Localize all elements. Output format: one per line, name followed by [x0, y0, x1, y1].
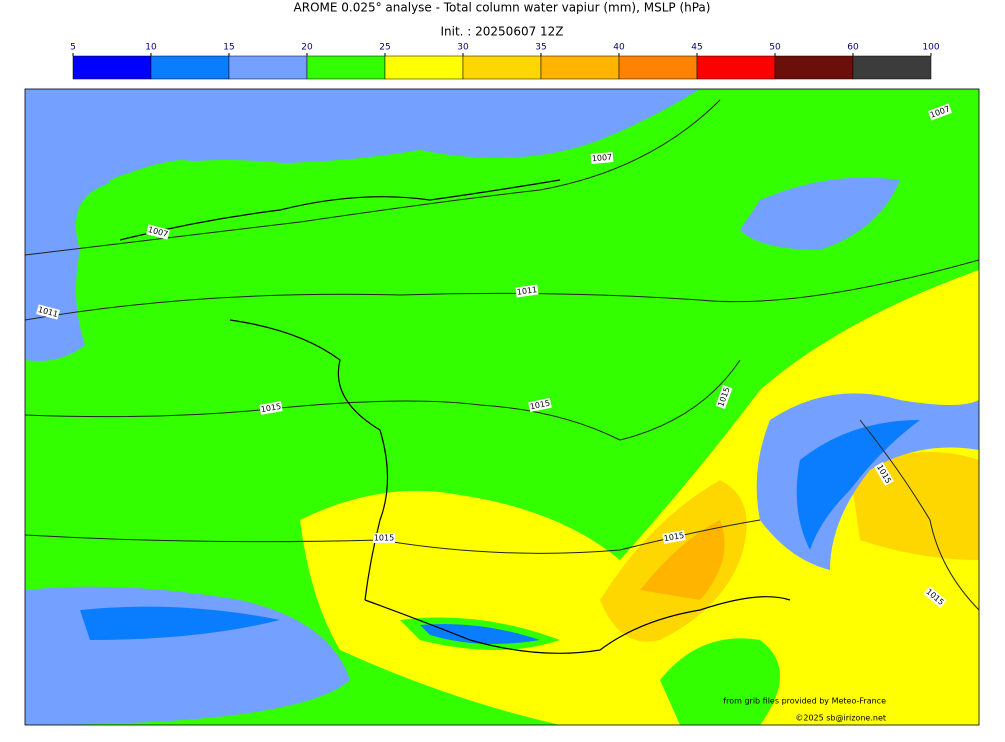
- isobar-label: 1015: [373, 533, 395, 543]
- label-box: [373, 533, 395, 543]
- colorbar-label: 25: [379, 43, 390, 53]
- moist-zone: [796, 420, 920, 550]
- colorbar-segment: [774, 55, 854, 80]
- colorbar-label: 30: [457, 43, 469, 53]
- colorbar-segment: [228, 55, 308, 80]
- moist-zone: [420, 624, 540, 644]
- isobar-value: 1015: [260, 402, 282, 414]
- isobar-label: 1007: [590, 152, 614, 164]
- colorbar-segment: [384, 55, 464, 80]
- credit: from grib files provided by Meteo-France: [723, 697, 886, 706]
- label-box: [662, 530, 686, 544]
- moist-zone: [740, 177, 900, 250]
- label-box: [146, 224, 170, 240]
- label-box: [927, 103, 953, 121]
- isobar-label: 1011: [36, 304, 60, 320]
- colorbar-segment: [72, 55, 152, 80]
- colorbar: 5 10 15 20 25 30 35 40 45 50 60 100: [70, 43, 940, 80]
- map-frame: [24, 88, 980, 726]
- colorbar-label: 50: [769, 43, 781, 53]
- credit: ©2025 sb@irizone.net: [795, 714, 886, 723]
- title: AROME 0.025° analyse - Total column wate…: [294, 1, 711, 15]
- colorbar-label: 10: [145, 43, 157, 53]
- colorbar-label: 15: [223, 43, 234, 53]
- label-box: [923, 586, 947, 608]
- isobar-label: 1011: [515, 284, 539, 298]
- colorbar-label: 5: [70, 43, 76, 53]
- colorbar-label: 40: [613, 43, 625, 53]
- colorbar-segment: [852, 55, 932, 80]
- label-box: [259, 401, 283, 415]
- moist-zone: [300, 270, 979, 725]
- colorbar-segment: [540, 55, 620, 80]
- isobar-label: 1015: [662, 530, 686, 544]
- isobar-label: 1015: [528, 397, 552, 413]
- isobar-value: 1015: [374, 534, 394, 543]
- isobar-label: 1007: [146, 224, 170, 240]
- colorbar-segment: [696, 55, 776, 80]
- colorbar-label: 20: [301, 43, 313, 53]
- label-box: [528, 397, 552, 413]
- moist-zone: [25, 89, 700, 361]
- label-box: [515, 284, 539, 298]
- moist-zone: [102, 125, 640, 250]
- colorbar-label: 35: [535, 43, 546, 53]
- moist-zone: [80, 606, 280, 640]
- isobar-value: 1007: [591, 153, 612, 164]
- isobar-label: 1015: [259, 401, 283, 415]
- colorbar-label: 100: [922, 43, 939, 53]
- label-box: [715, 384, 733, 410]
- label-box: [36, 304, 60, 320]
- moist-zone: [660, 638, 780, 725]
- colorbar-segment: [618, 55, 698, 80]
- moist-zone: [640, 520, 725, 600]
- colorbar-label: 60: [847, 43, 859, 53]
- isobar-value: 1011: [516, 285, 537, 297]
- label-box: [590, 152, 614, 164]
- init-time: Init. : 20250607 12Z: [440, 25, 563, 39]
- isobar-value: 1015: [663, 531, 685, 543]
- colorbar-segment: [306, 55, 386, 80]
- colorbar-segment: [462, 55, 542, 80]
- label-box: [874, 461, 894, 487]
- isobar-value: 1015: [529, 398, 551, 411]
- map: [25, 89, 979, 725]
- colorbar-label: 45: [691, 43, 702, 53]
- colorbar-segment: [150, 55, 230, 80]
